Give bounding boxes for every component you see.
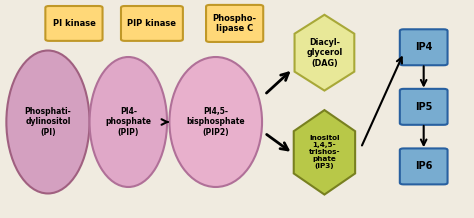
Text: IP5: IP5 [415, 102, 432, 112]
Text: PI4-
phosphate
(PIP): PI4- phosphate (PIP) [105, 107, 151, 137]
FancyBboxPatch shape [400, 29, 447, 65]
Polygon shape [294, 15, 354, 91]
FancyBboxPatch shape [400, 148, 447, 184]
Ellipse shape [6, 51, 90, 194]
FancyBboxPatch shape [206, 5, 263, 42]
FancyBboxPatch shape [121, 6, 183, 41]
Text: PI kinase: PI kinase [53, 19, 95, 28]
FancyBboxPatch shape [46, 6, 102, 41]
Text: PI4,5-
bisphosphate
(PIP2): PI4,5- bisphosphate (PIP2) [186, 107, 245, 137]
Text: Inositol
1,4,5-
trishos-
phate
(IP3): Inositol 1,4,5- trishos- phate (IP3) [309, 135, 340, 169]
Text: Phospho-
lipase C: Phospho- lipase C [212, 14, 257, 33]
Text: IP6: IP6 [415, 161, 432, 171]
Text: Phosphati-
dylinositol
(PI): Phosphati- dylinositol (PI) [25, 107, 71, 137]
FancyBboxPatch shape [400, 89, 447, 125]
Text: Diacyl-
glycerol
(DAG): Diacyl- glycerol (DAG) [306, 38, 343, 68]
Polygon shape [294, 110, 355, 194]
Text: IP4: IP4 [415, 42, 432, 52]
Text: PIP kinase: PIP kinase [128, 19, 176, 28]
Ellipse shape [169, 57, 262, 187]
Ellipse shape [90, 57, 167, 187]
